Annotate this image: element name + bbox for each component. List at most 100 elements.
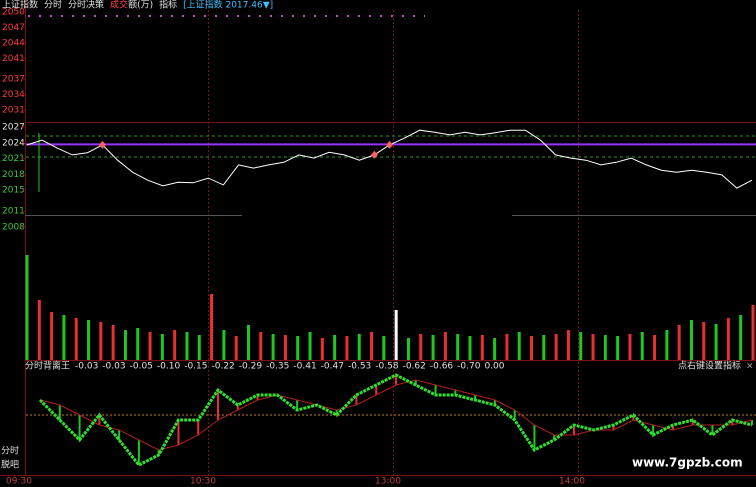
volume-bar xyxy=(234,336,238,360)
y-tick-label: 2044 xyxy=(2,38,25,48)
volume-bar xyxy=(640,332,644,360)
volume-bar xyxy=(25,255,29,360)
indicator-value: -0.66 xyxy=(430,362,454,372)
volume-bar xyxy=(468,336,472,360)
volume-bar xyxy=(160,334,164,360)
y-tick-label: 2031 xyxy=(2,106,25,116)
time-label: 09:30 xyxy=(6,477,32,487)
volume-bar xyxy=(591,334,595,360)
header-item: 成交 xyxy=(110,0,128,11)
volume-bar xyxy=(702,322,706,360)
volume-bar xyxy=(542,335,546,360)
header-item: 指标 xyxy=(159,0,177,11)
side-label: 分时 xyxy=(1,445,19,457)
y-tick-label: 2037 xyxy=(2,75,25,85)
indicator-slow xyxy=(39,379,753,451)
header-item: 额(万) xyxy=(128,0,153,11)
indicator-value: -0.10 xyxy=(157,362,181,372)
volume-bar xyxy=(87,320,91,360)
volume-bar xyxy=(677,325,681,360)
y-tick-label: 2047 xyxy=(2,23,25,33)
volume-bar xyxy=(394,310,398,360)
volume-bar xyxy=(197,335,201,360)
volume-bar xyxy=(148,332,152,360)
indicator-note: 点右键设置指标 xyxy=(678,360,741,372)
indicator-value: -0.22 xyxy=(212,362,235,372)
volume-bar xyxy=(111,325,115,360)
volume-bar xyxy=(480,335,484,360)
volume-bar xyxy=(357,334,361,360)
volume-bar xyxy=(136,328,140,360)
volume-bar xyxy=(406,338,410,360)
signal-marker xyxy=(386,140,393,149)
time-label: 10:30 xyxy=(190,477,216,487)
watermark: www.7gpzb.com xyxy=(632,456,743,470)
indicator-value: -0.05 xyxy=(130,362,153,372)
volume-bar xyxy=(50,312,54,360)
volume-bar xyxy=(653,335,657,360)
indicator-title: 分时背离王 xyxy=(25,360,70,372)
indicator-value: -0.29 xyxy=(239,362,263,372)
time-label: 14:00 xyxy=(559,477,585,487)
header-item: 上证指数 xyxy=(2,0,38,11)
volume-bar xyxy=(210,294,214,360)
volume-bar xyxy=(308,332,312,360)
header-item: 分时 xyxy=(44,0,62,11)
volume-bar xyxy=(345,336,349,360)
volume-bar xyxy=(530,336,534,360)
y-tick-label: 2027 xyxy=(2,123,25,133)
indicator-value: -0.15 xyxy=(184,362,207,372)
indicator-fast xyxy=(38,373,753,467)
volume-bar xyxy=(566,330,570,360)
volume-bar xyxy=(665,330,669,360)
volume-bar xyxy=(456,334,460,360)
volume-bar xyxy=(628,334,632,360)
volume-bar xyxy=(579,332,583,360)
time-label: 13:00 xyxy=(375,477,401,487)
volume-bar xyxy=(271,334,275,360)
volume-bar xyxy=(37,300,41,360)
indicator-value: -0.03 xyxy=(102,362,125,372)
volume-bar xyxy=(333,335,337,360)
volume-bar xyxy=(382,336,386,360)
header-item: [上证指数 2017.46▼] xyxy=(183,0,273,11)
signal-marker xyxy=(99,140,107,149)
y-tick-label: 2011 xyxy=(2,207,25,217)
y-tick-label: 2015 xyxy=(2,186,25,196)
volume-bar xyxy=(726,318,730,360)
side-label: 脱吧 xyxy=(1,459,19,471)
y-tick-label: 2050 xyxy=(2,8,25,18)
volume-bar xyxy=(185,332,189,360)
y-tick-label: 2024 xyxy=(2,138,25,148)
indicator-value: -0.70 xyxy=(457,362,481,372)
indicator-value: -0.62 xyxy=(403,362,426,372)
y-tick-label: 2008 xyxy=(2,223,25,233)
volume-bar xyxy=(123,330,127,360)
volume-bar xyxy=(443,332,447,360)
indicator-value: -0.35 xyxy=(266,362,289,372)
volume-bar xyxy=(62,315,66,360)
indicator-value: -0.58 xyxy=(375,362,399,372)
volume-bar xyxy=(739,315,743,360)
volume-bar xyxy=(296,336,300,360)
volume-bar xyxy=(751,305,755,360)
volume-bar xyxy=(419,334,423,360)
indicator-value: -0.41 xyxy=(293,362,316,372)
volume-bar xyxy=(246,325,250,360)
header-item: 分时决策 xyxy=(68,0,104,11)
volume-bar xyxy=(431,335,435,360)
volume-bar xyxy=(603,335,607,360)
volume-bar xyxy=(283,335,287,360)
frame xyxy=(0,0,756,476)
indicator-value: -0.03 xyxy=(75,362,98,372)
volume-bar xyxy=(173,330,177,360)
volume-bar xyxy=(616,336,620,360)
y-tick-label: 2018 xyxy=(2,170,25,180)
volume-bar xyxy=(493,338,497,360)
indicator-value: -0.53 xyxy=(348,362,371,372)
close-button[interactable]: × xyxy=(746,362,754,372)
y-tick-label: 2041 xyxy=(2,54,25,64)
indicator-value: -0.47 xyxy=(321,362,344,372)
